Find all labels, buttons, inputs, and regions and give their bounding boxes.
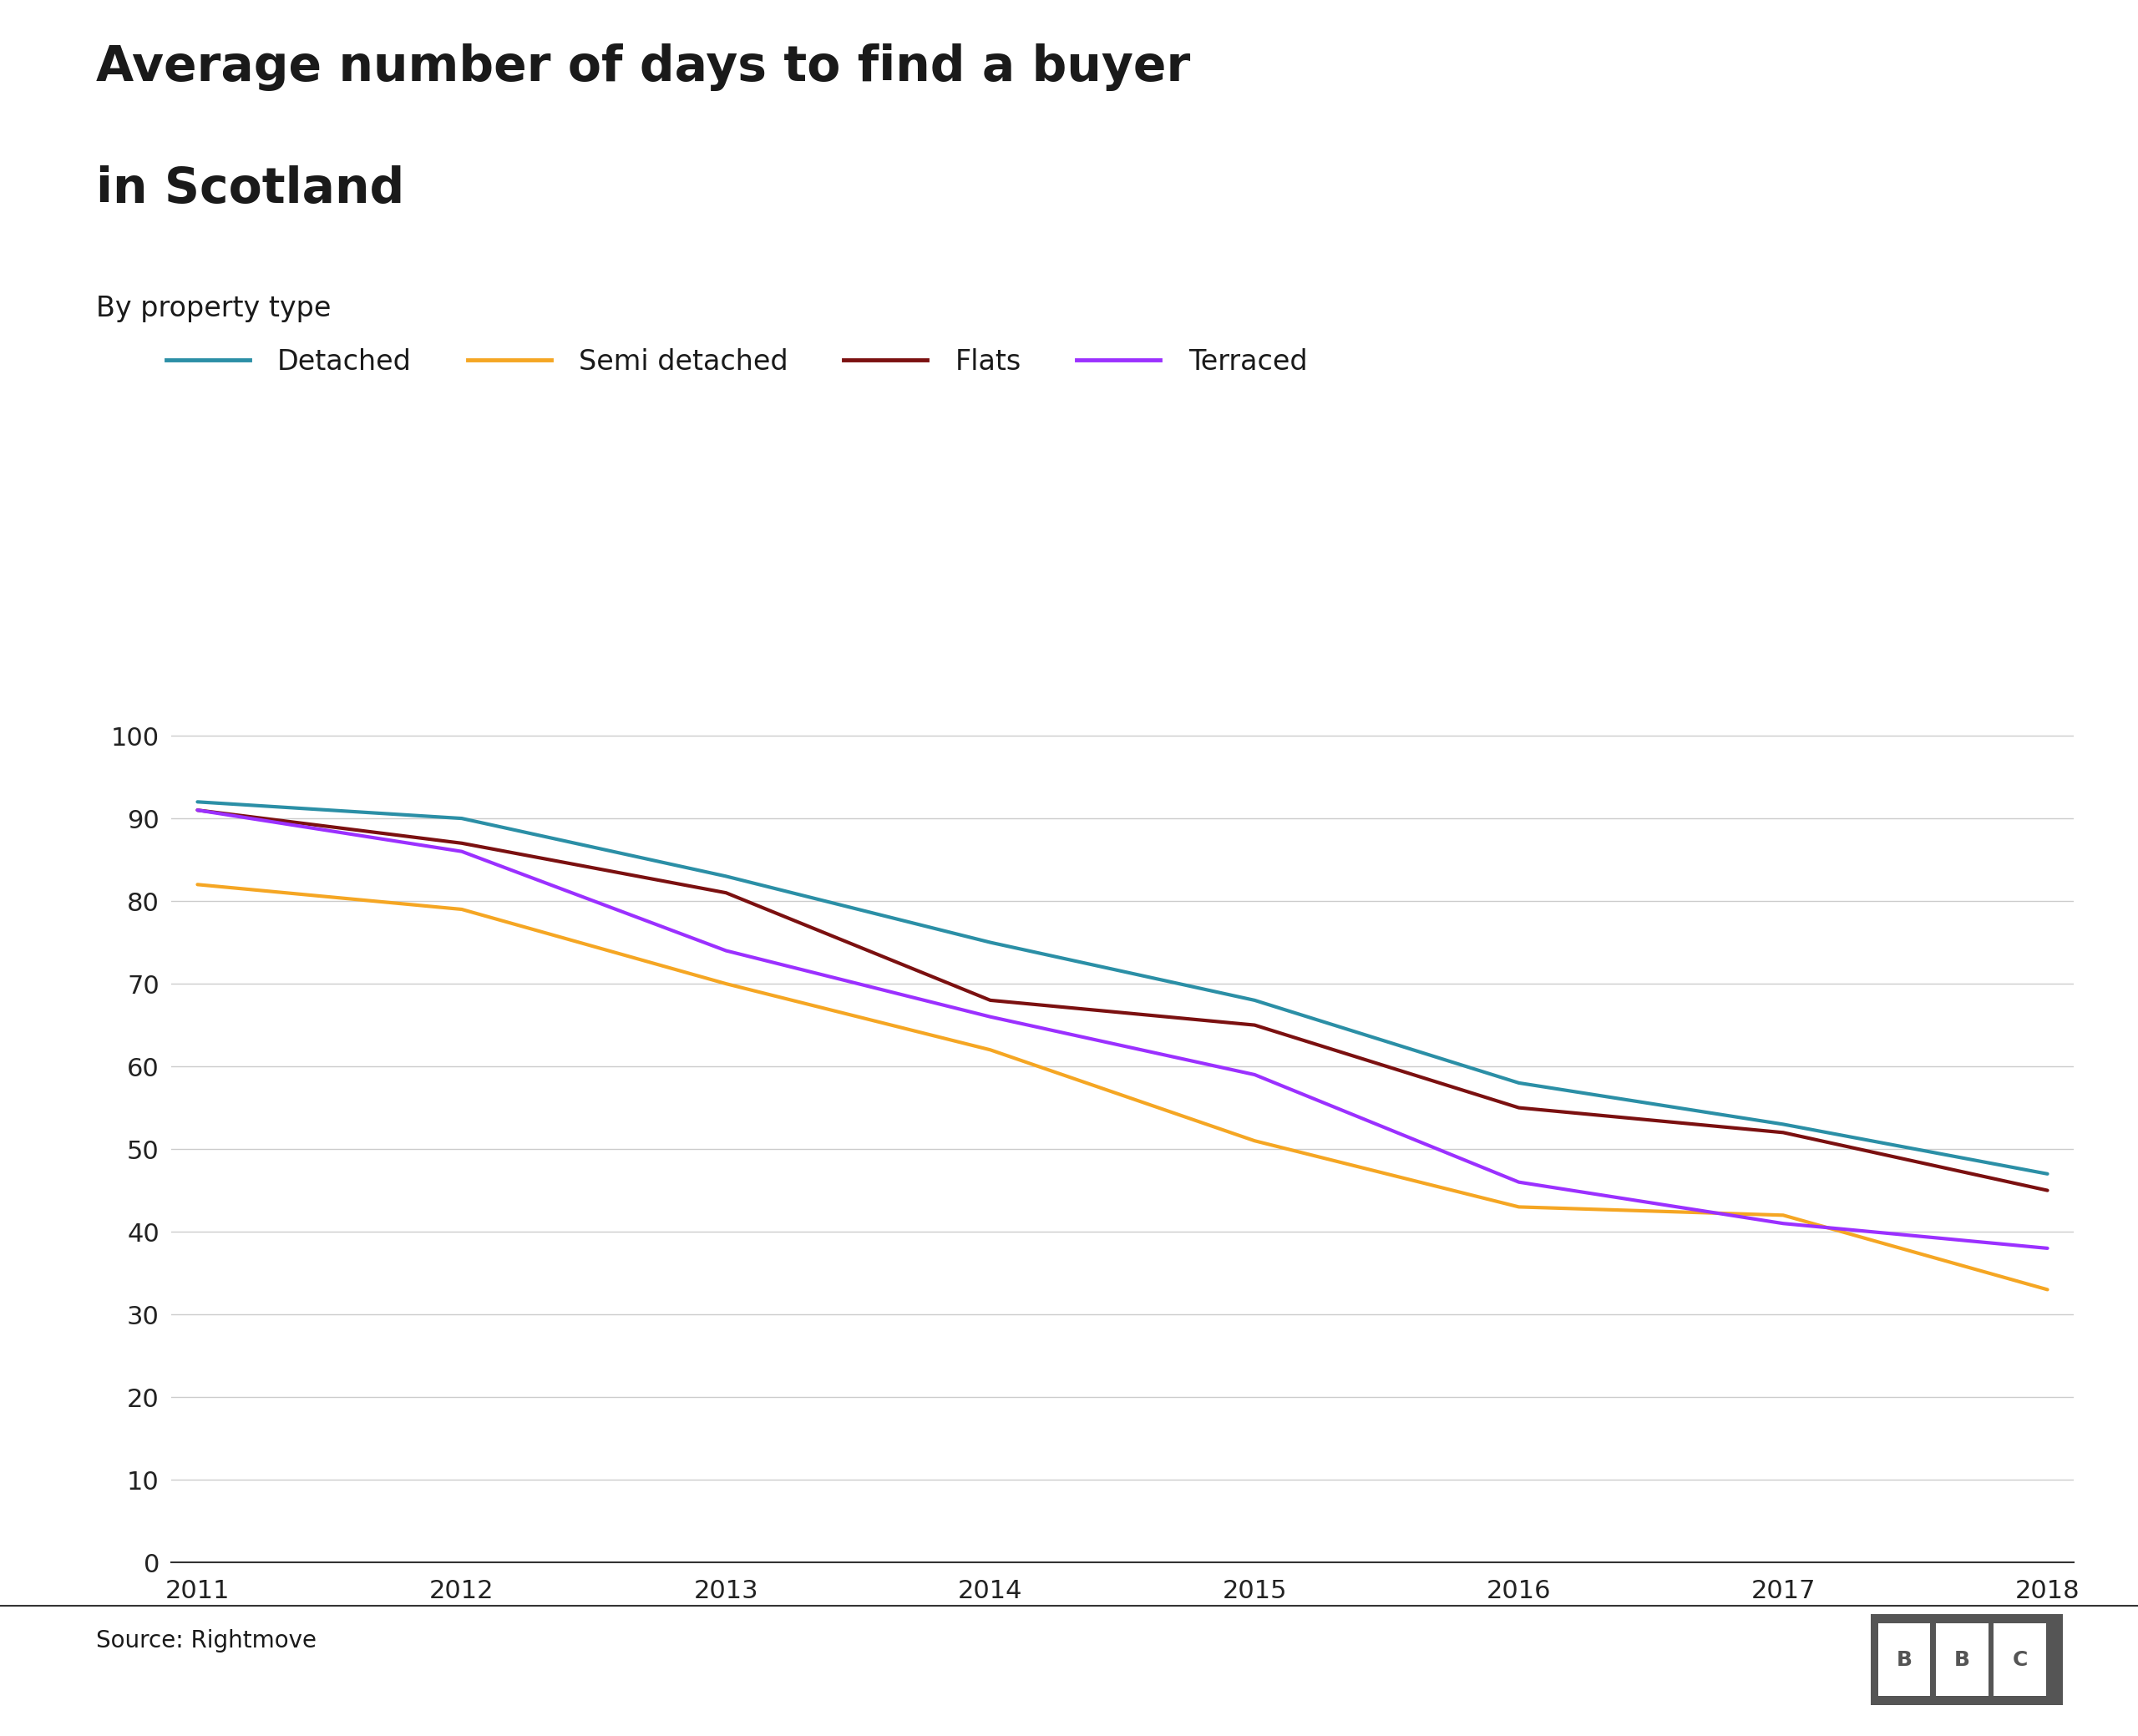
Text: C: C — [2012, 1649, 2027, 1670]
Text: By property type: By property type — [96, 295, 331, 323]
Legend: Detached, Semi detached, Flats, Terraced: Detached, Semi detached, Flats, Terraced — [167, 349, 1306, 375]
Bar — [1937, 1623, 1988, 1696]
Bar — [1995, 1623, 2046, 1696]
Text: Average number of days to find a buyer: Average number of days to find a buyer — [96, 43, 1191, 90]
Text: B: B — [1896, 1649, 1911, 1670]
Text: in Scotland: in Scotland — [96, 165, 404, 212]
Text: B: B — [1954, 1649, 1969, 1670]
Text: Source: Rightmove: Source: Rightmove — [96, 1628, 316, 1653]
Bar — [1879, 1623, 1931, 1696]
